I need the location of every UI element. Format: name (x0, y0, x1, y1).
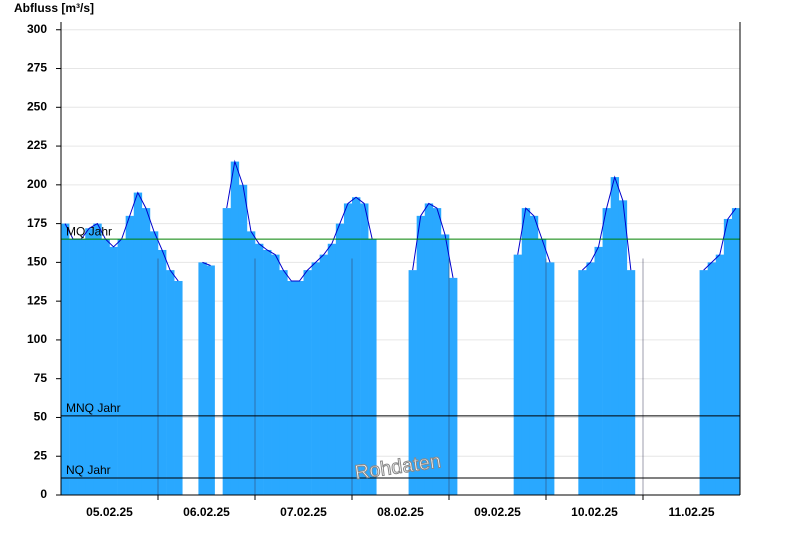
area-segment (271, 254, 280, 495)
area-segment (327, 243, 337, 495)
area-segment (368, 239, 377, 495)
x-tick-label: 09.02.25 (474, 505, 521, 519)
area-segment (618, 200, 628, 495)
reference-label: NQ Jahr (66, 463, 111, 477)
area-segment (723, 218, 733, 495)
area-segment (335, 223, 345, 495)
area-segment (319, 254, 329, 495)
area-segment (352, 197, 361, 496)
area-segment (101, 239, 110, 495)
area-segment (360, 203, 369, 495)
area-segment (610, 177, 620, 495)
area-segment (594, 246, 603, 495)
area-segment (230, 161, 240, 495)
area-segment (546, 262, 555, 495)
area-segment (626, 270, 636, 495)
x-tick-label: 07.02.25 (280, 505, 327, 519)
y-tick-label: 25 (34, 448, 48, 462)
area-segment (521, 208, 531, 495)
y-tick-label: 0 (40, 487, 47, 501)
area-segment (311, 262, 320, 495)
y-tick-label: 100 (27, 332, 47, 346)
area-segment (198, 262, 207, 495)
area-segment (416, 215, 426, 495)
area-segment (93, 223, 102, 495)
area-segment (586, 262, 595, 495)
area-segment (133, 192, 143, 496)
area-segment (141, 208, 151, 495)
y-tick-label: 50 (34, 410, 48, 424)
area-segment (255, 243, 264, 495)
area-segment (125, 215, 135, 495)
x-tick-label: 10.02.25 (571, 505, 618, 519)
x-tick-label: 06.02.25 (183, 505, 230, 519)
area-segment (246, 231, 256, 495)
y-axis-label: Abfluss [m³/s] (14, 1, 94, 15)
area-segment (158, 249, 167, 495)
y-tick-label: 200 (27, 177, 47, 191)
area-segment (279, 270, 288, 495)
area-segment (263, 249, 272, 495)
area-segment (166, 270, 175, 495)
area-segment (69, 239, 78, 495)
x-tick-label: 05.02.25 (86, 505, 133, 519)
reference-label: MNQ Jahr (66, 401, 121, 415)
area-segment (109, 246, 118, 495)
area-segment (715, 254, 725, 495)
area-segment (343, 203, 353, 495)
y-tick-label: 125 (27, 293, 47, 307)
area-segment (513, 254, 523, 495)
area-segment (424, 203, 434, 495)
area-segment (174, 280, 183, 495)
y-tick-label: 225 (27, 138, 47, 152)
y-tick-label: 75 (34, 371, 48, 385)
y-tick-label: 300 (27, 22, 47, 36)
area-segment (440, 234, 450, 496)
y-tick-label: 150 (27, 255, 47, 269)
area-segment (61, 223, 70, 495)
area-segment (537, 239, 547, 495)
area-segment (408, 270, 417, 495)
area-segment (222, 208, 232, 495)
y-tick-label: 275 (27, 61, 47, 75)
area-segment (303, 270, 312, 495)
area-segment (117, 239, 126, 495)
x-tick-label: 11.02.25 (668, 505, 714, 519)
area-segment (206, 265, 215, 495)
area-segment (85, 228, 94, 495)
y-tick-label: 250 (27, 99, 47, 113)
area-segment (578, 270, 587, 495)
area-segment (602, 208, 611, 495)
area-segment (77, 239, 86, 495)
area-segment (731, 208, 741, 495)
area-segment (432, 208, 442, 495)
area-segment (699, 270, 708, 495)
y-tick-label: 175 (27, 216, 47, 230)
area-segment (529, 215, 539, 495)
reference-label: MQ Jahr (66, 224, 112, 238)
area-segment (449, 277, 458, 495)
area-segment (295, 280, 304, 495)
area-segment (238, 184, 248, 495)
area-segment (287, 280, 296, 495)
area-segment (149, 231, 159, 495)
area-segment (707, 262, 717, 495)
x-tick-label: 08.02.25 (377, 505, 424, 519)
